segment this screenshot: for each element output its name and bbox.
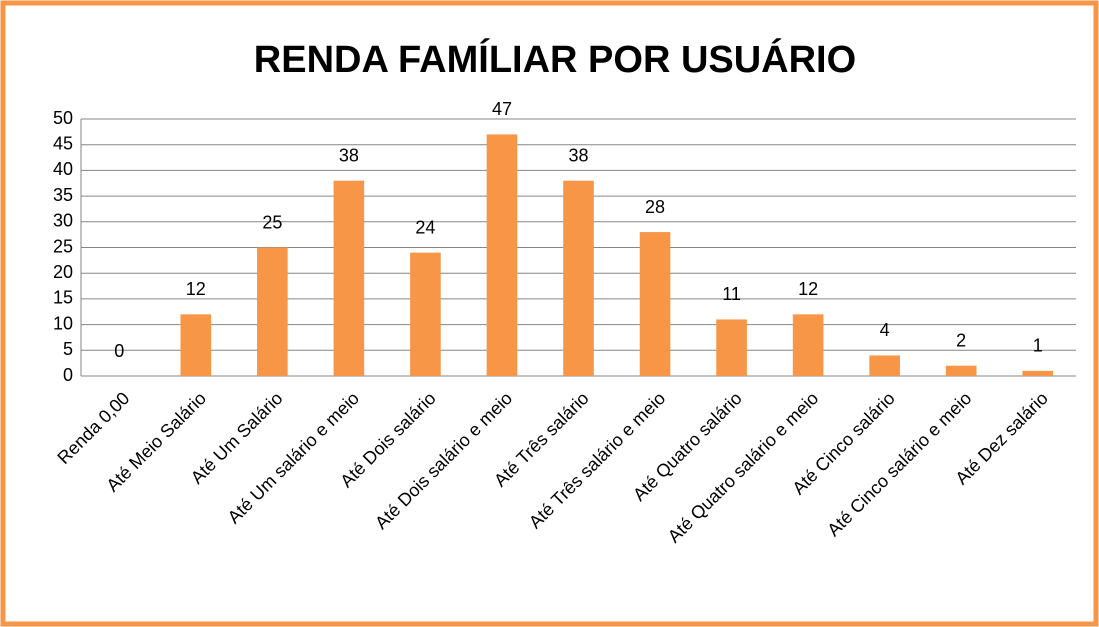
bar bbox=[945, 365, 977, 376]
data-label: 12 bbox=[798, 279, 818, 299]
data-label: 12 bbox=[186, 279, 206, 299]
data-label: 4 bbox=[880, 320, 890, 340]
bar bbox=[716, 319, 747, 376]
bar bbox=[563, 180, 594, 376]
data-label: 1 bbox=[1033, 336, 1043, 356]
bar bbox=[1022, 370, 1054, 376]
y-tick-label: 25 bbox=[53, 236, 73, 256]
data-label: 28 bbox=[645, 197, 665, 217]
bar bbox=[486, 134, 518, 376]
y-tick-label: 20 bbox=[53, 262, 73, 282]
data-label: 24 bbox=[415, 217, 435, 237]
data-label: 38 bbox=[568, 145, 588, 165]
data-label: 38 bbox=[339, 145, 359, 165]
chart-title: RENDA FAMÍLIAR POR USUÁRIO bbox=[254, 37, 856, 81]
data-label: 47 bbox=[492, 99, 512, 119]
y-tick-label: 5 bbox=[63, 339, 73, 359]
y-tick-label: 0 bbox=[63, 365, 73, 385]
data-label: 0 bbox=[114, 341, 124, 361]
y-tick-label: 10 bbox=[53, 313, 73, 333]
data-label: 25 bbox=[262, 212, 282, 232]
bar bbox=[180, 314, 212, 376]
bar bbox=[639, 232, 671, 376]
y-tick-label: 35 bbox=[53, 185, 73, 205]
data-label: 11 bbox=[722, 284, 741, 304]
data-label: 2 bbox=[956, 330, 966, 350]
bar bbox=[257, 247, 288, 376]
bar bbox=[869, 355, 900, 376]
bar bbox=[333, 180, 365, 376]
y-tick-label: 15 bbox=[53, 288, 73, 308]
bar bbox=[792, 314, 824, 376]
y-tick-label: 40 bbox=[53, 159, 73, 179]
y-tick-label: 50 bbox=[53, 108, 73, 128]
y-tick-label: 30 bbox=[53, 211, 73, 231]
bar bbox=[410, 252, 441, 376]
y-tick-label: 45 bbox=[53, 133, 73, 153]
